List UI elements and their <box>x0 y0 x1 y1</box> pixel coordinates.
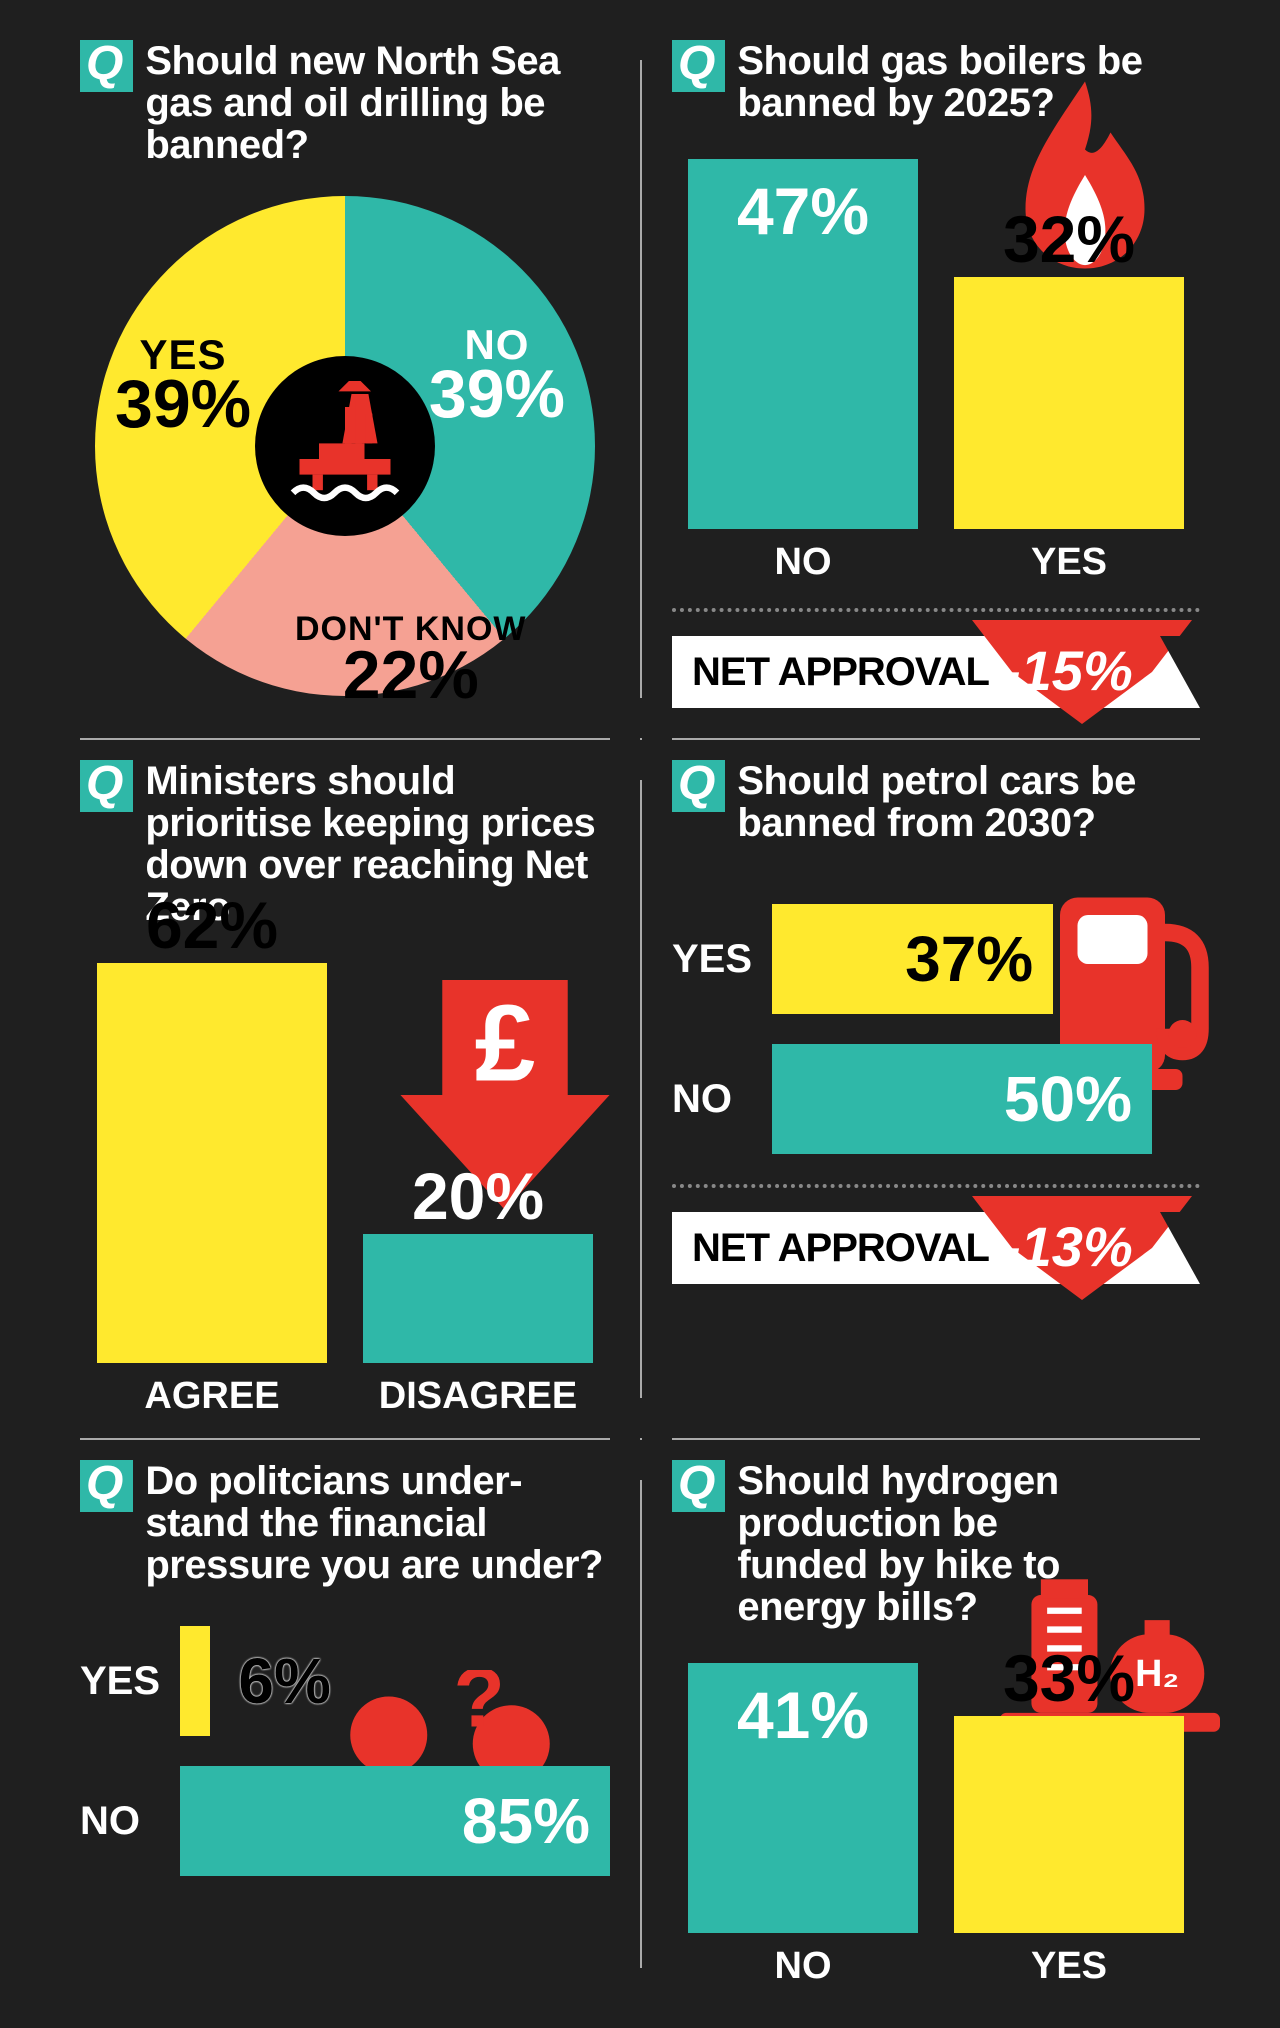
net-approval-banner: NET APPROVAL -13% <box>672 1212 1200 1284</box>
question-head: Q Do politcians under­stand the financia… <box>80 1460 610 1586</box>
bar-value: 50% <box>1004 1062 1132 1136</box>
q-badge-icon: Q <box>80 1460 133 1512</box>
bar: 85% <box>180 1766 610 1876</box>
dotted-divider <box>672 1184 1200 1188</box>
net-approval-value: -15% <box>1002 638 1133 703</box>
bar-value: 32% <box>954 201 1184 277</box>
q-badge-icon: Q <box>80 40 133 92</box>
pie-label-yes: YES 39% <box>115 336 251 435</box>
bar: 33%YES <box>954 1716 1184 1988</box>
net-approval-label: NET APPROVAL <box>692 1226 989 1271</box>
horizontal-divider <box>672 1438 1200 1440</box>
vertical-divider <box>640 1438 642 1440</box>
bar: 20%DISAGREE <box>363 1234 593 1418</box>
q-badge-icon: Q <box>672 1460 725 1512</box>
vertical-divider <box>640 738 642 740</box>
bar-value: 47% <box>688 173 918 249</box>
question-head: Q Should new North Sea gas and oil drill… <box>80 40 610 166</box>
horizontal-divider <box>80 1438 610 1440</box>
banner-cut <box>1160 1212 1200 1284</box>
bar-value: 62% <box>97 887 327 963</box>
bar-label: YES <box>954 541 1184 584</box>
bar-value: 33% <box>954 1640 1184 1716</box>
bar-label: NO <box>688 541 918 584</box>
bar: 62%AGREE <box>97 963 327 1418</box>
horizontal-divider <box>80 738 610 740</box>
bar-label: DISAGREE <box>363 1375 593 1418</box>
bar-label: AGREE <box>97 1375 327 1418</box>
panel-boilers: Q Should gas boilers be banned by 2025? … <box>642 40 1230 718</box>
bar-label: NO <box>80 1799 160 1844</box>
panel-north-sea: Q Should new North Sea gas and oil drill… <box>50 40 640 718</box>
svg-text:£: £ <box>475 983 535 1104</box>
banner-cut <box>1160 636 1200 708</box>
svg-text:?: ? <box>454 1670 505 1744</box>
net-approval-value: -13% <box>1002 1214 1133 1279</box>
bar <box>180 1626 210 1736</box>
bar-value: 85% <box>462 1784 590 1858</box>
q-badge-icon: Q <box>80 760 133 812</box>
question-text: Should petrol cars be banned from 2030? <box>737 760 1200 844</box>
question-head: Q Should petrol cars be banned from 2030… <box>672 760 1200 844</box>
bar-chart: 47%NO32%YES <box>672 154 1200 584</box>
bar-chart: 41% NO 33%YES <box>672 1658 1200 1988</box>
net-approval-banner: NET APPROVAL -15% <box>672 636 1200 708</box>
bar: 32%YES <box>954 277 1184 584</box>
net-approval-label: NET APPROVAL <box>692 650 989 695</box>
bar-label: YES <box>80 1659 160 1704</box>
bar: 37% <box>772 904 1053 1014</box>
q-badge-icon: Q <box>672 40 725 92</box>
question-text: Should new North Sea gas and oil drillin… <box>145 40 610 166</box>
bar-value: 20% <box>363 1158 593 1234</box>
bar-label: YES <box>672 937 752 982</box>
q-badge-icon: Q <box>672 760 725 812</box>
pie-chart: YES 39% NO 39% DON'T KNOW 22% <box>95 196 595 696</box>
panel-ministers: Q Ministers should prioritise keeping pr… <box>50 760 640 1418</box>
pie-center <box>255 356 435 536</box>
question-text: Do politcians under­stand the financial … <box>145 1460 610 1586</box>
infographic-grid: Q Should new North Sea gas and oil drill… <box>0 0 1280 2028</box>
panel-politicians: Q Do politcians under­stand the financia… <box>50 1460 640 1988</box>
horizontal-divider <box>672 738 1200 740</box>
bar: 47% NO <box>688 159 918 584</box>
bar-row: NO 50% <box>672 1044 1200 1154</box>
panel-hydrogen: Q Should hydrogen production be funded b… <box>642 1460 1230 1988</box>
bar-value: 41% <box>688 1677 918 1753</box>
pie-label-no: NO 39% <box>429 326 565 425</box>
bar-label: NO <box>688 1945 918 1988</box>
bar-row: NO 85% <box>80 1766 610 1876</box>
dotted-divider <box>672 608 1200 612</box>
bar: 50% <box>772 1044 1152 1154</box>
bar: 41% NO <box>688 1663 918 1988</box>
panel-petrol: Q Should petrol cars be banned from 2030… <box>642 760 1230 1418</box>
bar-label: YES <box>954 1945 1184 1988</box>
pie-label-dk: DON'T KNOW 22% <box>295 614 527 706</box>
oil-rig-icon <box>280 381 410 511</box>
bar-value: 37% <box>905 922 1033 996</box>
bar-label: NO <box>672 1077 752 1122</box>
